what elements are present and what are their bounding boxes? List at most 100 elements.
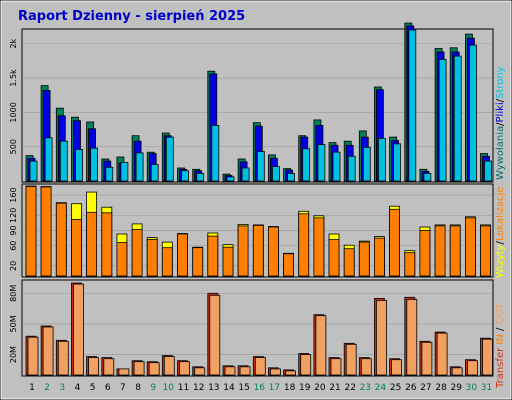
side-label-part: Pliki — [495, 102, 506, 122]
y-tick-label: 120 — [9, 208, 18, 223]
x-day-label: 14 — [223, 383, 235, 393]
x-day-label: 17 — [269, 383, 280, 393]
kb-locations-bar — [86, 211, 97, 277]
transfer-out-bar — [179, 361, 190, 376]
kb-locations-bar — [25, 186, 37, 277]
transfer-out-bar — [285, 370, 297, 376]
hits-pages-bar — [211, 125, 220, 182]
x-day-label: 5 — [90, 383, 96, 393]
kb-locations-bar — [252, 224, 264, 277]
y-tick-label: 50M — [9, 315, 18, 332]
hits-pages-bar — [377, 137, 386, 182]
side-label-part: / — [495, 324, 506, 331]
x-day-label: 13 — [208, 383, 219, 393]
x-day-label: 4 — [75, 383, 81, 393]
transfer-out-bar — [269, 368, 281, 376]
hits-pages-bar — [332, 151, 341, 182]
y-tick-label: 60 — [9, 241, 18, 251]
hits-pages-bar — [438, 59, 447, 182]
y-tick-labels: 500 1000 1.5k 2k 20 60 90 120 160 20M 50M 80M — [9, 38, 18, 363]
x-day-label: 8 — [135, 383, 141, 393]
x-day-label: 23 — [360, 383, 371, 393]
transfer-out-bar — [133, 361, 145, 376]
hits-pages-bar — [44, 137, 53, 182]
side-label-part: Strony — [495, 66, 506, 99]
side-label-part: / — [495, 98, 506, 102]
kb-locations-bar — [389, 208, 401, 277]
x-day-label: 11 — [178, 383, 189, 393]
hits-pages-bar — [226, 176, 235, 182]
hits-pages-bar — [423, 172, 432, 182]
hits-pages-bar — [196, 172, 205, 182]
x-day-label: 1 — [29, 383, 35, 393]
transfer-out-bar — [42, 326, 54, 376]
x-day-label: 22 — [344, 383, 355, 393]
kb-locations-bar — [449, 225, 461, 277]
kb-locations-bar — [267, 226, 279, 277]
hits-pages-bar — [135, 152, 144, 182]
kb-locations-bar — [343, 248, 355, 277]
side-label-part: Lokalizacje — [495, 187, 506, 242]
kb-locations-bar — [313, 217, 325, 277]
x-day-label: 25 — [390, 383, 401, 393]
x-day-label: 29 — [450, 383, 462, 393]
hits-pages-bar — [393, 143, 402, 182]
kb-locations-bar — [116, 242, 128, 277]
transfer-out-bar — [239, 366, 251, 376]
y-tick-label: 2k — [9, 38, 18, 48]
x-day-label: 19 — [299, 383, 311, 393]
kb-locations-bar — [358, 241, 370, 277]
hits-pages-bar — [105, 166, 114, 182]
hits-pages-bar — [120, 162, 129, 182]
y-tick-label: 90 — [9, 225, 18, 235]
hits-pages-bar — [75, 148, 83, 182]
transfer-out-bar — [27, 336, 39, 376]
transfer-out-bar — [57, 340, 69, 376]
transfer-out-bar — [148, 362, 160, 376]
x-day-label: 16 — [254, 383, 266, 393]
x-day-label: 6 — [105, 383, 111, 393]
transfer-out-bar — [421, 341, 433, 376]
transfer-out-bar — [360, 358, 372, 376]
hits-pages-bar — [484, 160, 492, 182]
transfer-out-bar — [436, 332, 448, 376]
kb-locations-bar — [298, 213, 310, 277]
kb-locations-bar — [101, 212, 113, 277]
hits-pages-bar — [90, 147, 98, 182]
transfer-out-bar — [330, 358, 342, 376]
hits-pages-bar — [468, 44, 477, 182]
hits-pages-bar — [347, 155, 356, 182]
kb-locations-bar — [404, 252, 416, 277]
transfer-out-bar — [466, 360, 478, 376]
transfer-out-bar — [73, 283, 84, 376]
x-day-label: 20 — [314, 383, 326, 393]
x-day-label: 7 — [120, 383, 126, 393]
kb-locations-bar — [146, 239, 158, 277]
side-label-part: Wizyty — [495, 244, 506, 278]
kb-locations-bar — [55, 202, 67, 277]
transfer-out-bar — [163, 356, 175, 376]
transfer-out-bar — [103, 358, 115, 376]
kb-locations-bar — [480, 225, 491, 277]
kb-locations-bar — [328, 239, 340, 277]
transfer-out-bar — [300, 354, 312, 376]
x-day-label: 27 — [420, 383, 431, 393]
side-label-part: IN — [495, 331, 506, 348]
side-legend-labels: Wywołania/Pliki/StronyWizyty/Lokalizacje… — [495, 66, 506, 389]
y-tick-label: 20M — [9, 346, 18, 363]
hits-pages-bar — [256, 151, 265, 182]
side-label-middle: Wizyty/Lokalizacje — [495, 187, 506, 278]
y-tick-label: 20 — [9, 261, 18, 271]
transfer-out-bar — [345, 343, 357, 376]
transfer-out-bar — [315, 315, 327, 376]
kb-locations-bar — [207, 235, 219, 277]
x-day-label: 15 — [238, 383, 249, 393]
transfer-out-bar — [88, 357, 99, 376]
x-day-label: 12 — [193, 383, 204, 393]
x-day-label: 21 — [329, 383, 340, 393]
x-day-label: 9 — [150, 383, 156, 393]
transfer-out-bar — [451, 367, 463, 376]
x-day-label: 18 — [284, 383, 296, 393]
